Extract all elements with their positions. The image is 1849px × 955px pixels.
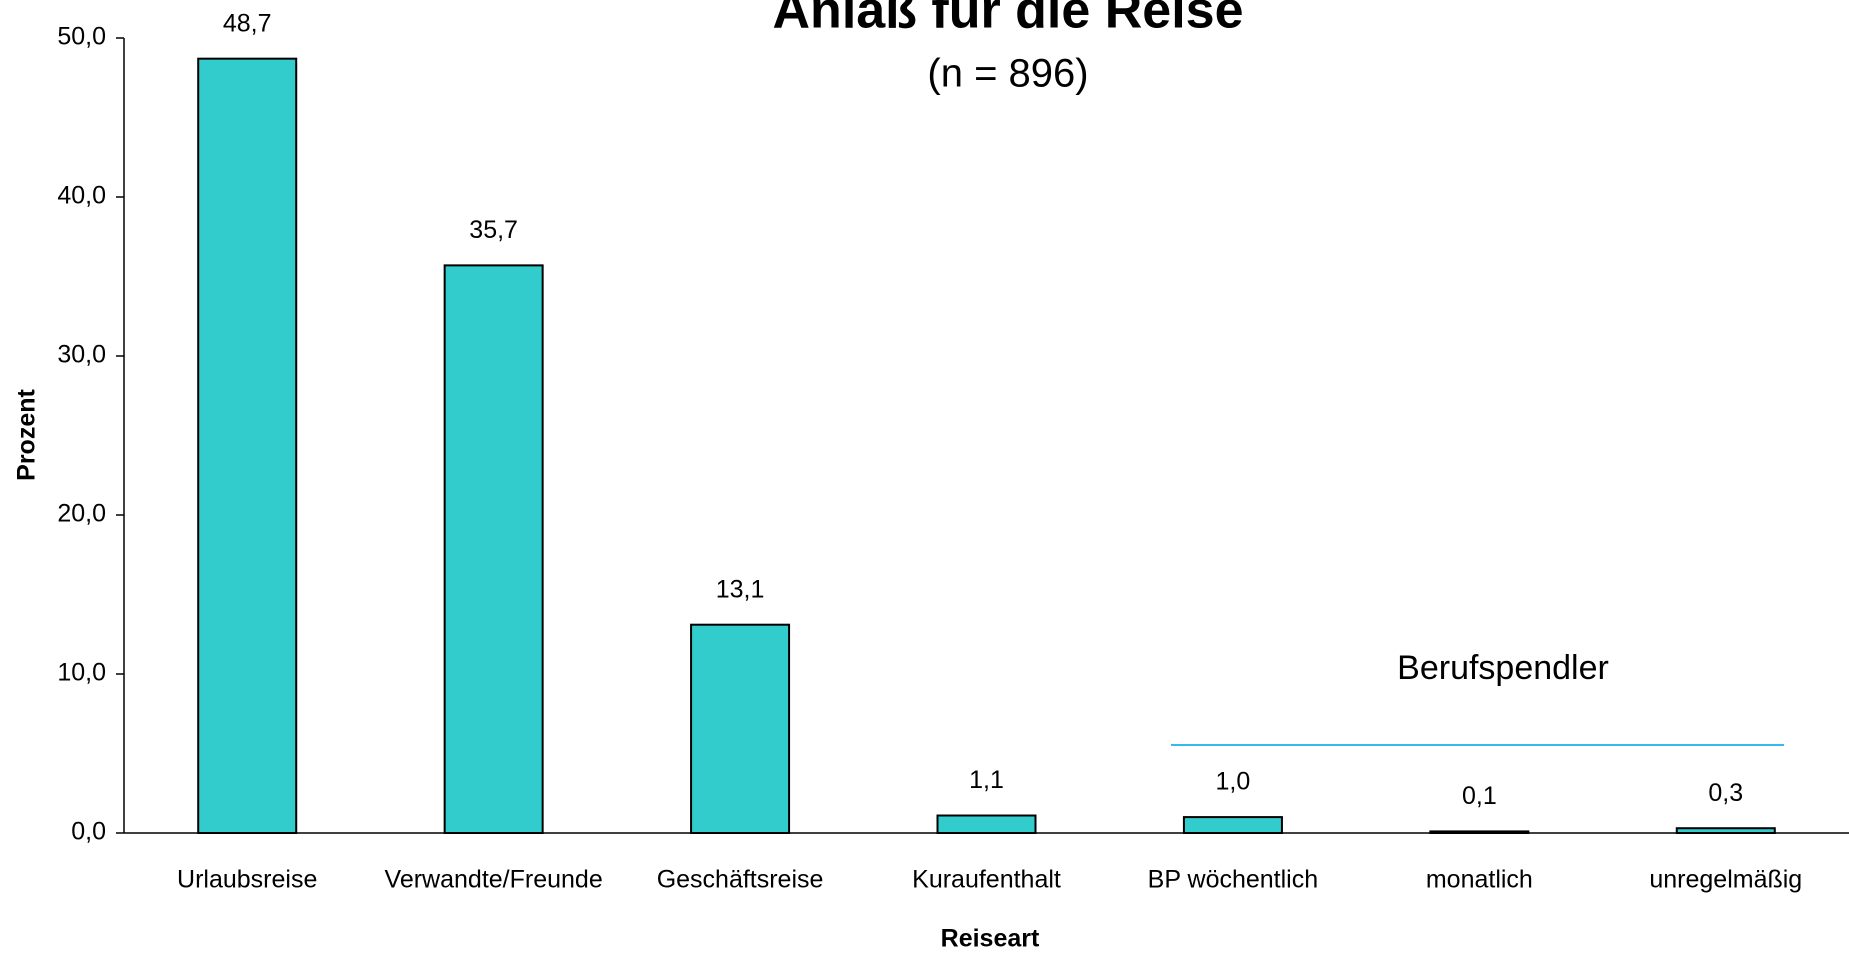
data-label: 0,1: [1462, 782, 1497, 810]
data-label: 1,0: [1216, 768, 1251, 796]
x-tick-label: Urlaubsreise: [177, 866, 317, 894]
annotation: Berufspendler: [1397, 649, 1609, 687]
bar: [1675, 827, 1776, 834]
bar: [443, 264, 544, 834]
x-axis-label: Reiseart: [941, 925, 1040, 953]
x-tick-label: BP wöchentlich: [1148, 866, 1318, 894]
bar: [1429, 830, 1530, 834]
data-label: 35,7: [469, 216, 518, 244]
x-tick-label: unregelmäßig: [1649, 866, 1802, 894]
y-tick-label: 30,0: [57, 341, 106, 369]
y-tick-label: 0,0: [71, 818, 106, 846]
y-tick-label: 40,0: [57, 182, 106, 210]
x-tick-label: monatlich: [1426, 866, 1533, 894]
chart-title: Anlaß für die Reise: [773, 0, 1244, 40]
x-tick-label: Kuraufenthalt: [912, 866, 1061, 894]
data-label: 48,7: [223, 9, 272, 37]
y-tick-label: 10,0: [57, 659, 106, 687]
bar: [1182, 816, 1283, 834]
chart-subtitle: (n = 896): [927, 52, 1088, 96]
bar: [690, 623, 791, 835]
x-tick-label: Geschäftsreise: [657, 866, 824, 894]
y-tick-label: 20,0: [57, 500, 106, 528]
data-label: 13,1: [716, 575, 765, 603]
y-axis-label: Prozent: [13, 388, 41, 480]
x-tick-label: Verwandte/Freunde: [385, 866, 603, 894]
bar: [197, 57, 298, 835]
data-label: 0,3: [1708, 779, 1743, 807]
y-tick-label: 50,0: [57, 23, 106, 51]
bar: [936, 814, 1037, 835]
data-label: 1,1: [969, 766, 1004, 794]
